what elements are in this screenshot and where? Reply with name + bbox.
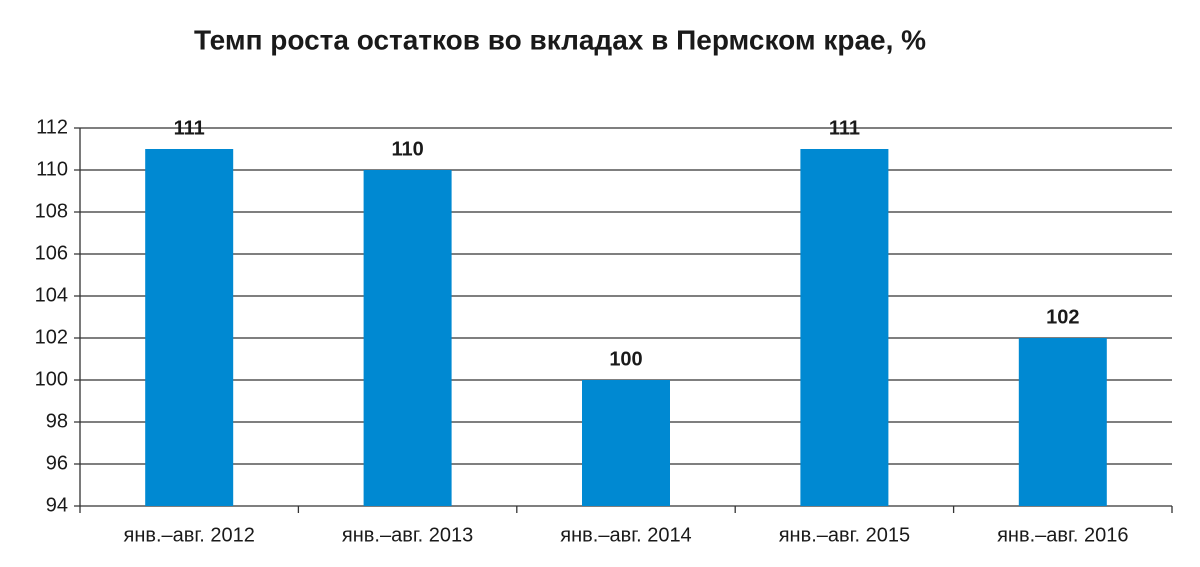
y-tick-label: 108 — [35, 200, 68, 222]
x-tick-label: янв.–авг. 2014 — [560, 524, 691, 546]
y-tick-label: 112 — [36, 116, 68, 138]
y-tick-label: 94 — [46, 494, 68, 516]
bar — [1018, 338, 1107, 506]
y-tick-label: 104 — [35, 284, 68, 306]
bar — [363, 170, 452, 506]
y-tick-label: 96 — [46, 452, 68, 474]
y-tick-label: 98 — [46, 410, 68, 432]
data-label: 100 — [609, 348, 642, 370]
x-tick-label: янв.–авг. 2016 — [997, 524, 1128, 546]
x-tick-label: янв.–авг. 2012 — [124, 524, 255, 546]
x-tick-label: янв.–авг. 2015 — [779, 524, 910, 546]
y-tick-label: 106 — [35, 242, 68, 264]
data-label: 110 — [391, 138, 423, 160]
data-label: 102 — [1046, 306, 1079, 328]
data-label: 111 — [829, 117, 860, 139]
bar — [800, 149, 889, 506]
y-tick-label: 100 — [35, 368, 68, 390]
bar — [582, 380, 670, 506]
x-tick-label: янв.–авг. 2013 — [342, 524, 473, 546]
data-label: 111 — [174, 117, 205, 139]
y-tick-label: 102 — [35, 326, 68, 348]
chart-title: Темп роста остатков во вкладах в Пермско… — [194, 24, 926, 55]
y-tick-label: 110 — [36, 158, 68, 180]
bar — [145, 149, 234, 506]
